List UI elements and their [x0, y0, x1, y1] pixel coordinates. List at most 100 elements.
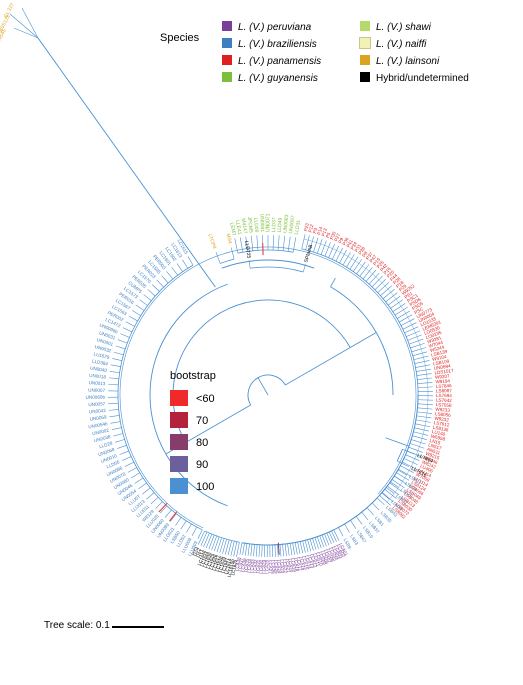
tip-label: LS7642	[436, 398, 452, 404]
tree-branch	[110, 364, 121, 368]
tip-label: LS7694	[436, 393, 452, 398]
tree-branch	[227, 540, 233, 556]
tip-label: LS8087	[436, 388, 452, 393]
tip-label: W9281	[427, 335, 443, 344]
tip-label: LCA34	[246, 558, 252, 573]
tip-label: P8	[361, 250, 369, 258]
tree-branch	[385, 437, 410, 447]
tree-branch	[368, 272, 380, 285]
tip-label: W8242	[421, 459, 437, 470]
tip-label: W7046	[423, 455, 439, 465]
tip-label: P18	[395, 280, 405, 289]
tree-branch	[413, 431, 429, 436]
tree-branch	[37, 37, 216, 288]
tree-branch	[412, 435, 427, 441]
legend-genus: L. (V.)	[238, 22, 268, 33]
tip-label: MS4	[225, 233, 233, 245]
tree-branch	[284, 543, 287, 556]
tree-branch	[257, 377, 269, 396]
tip-label: P5	[325, 231, 332, 238]
tip-label: UN0007	[88, 387, 105, 392]
tree-branch	[108, 377, 119, 380]
tree-branch	[299, 541, 304, 554]
tree-branch	[138, 482, 147, 490]
tip-label: LCA38	[234, 557, 241, 572]
tree-arc	[338, 469, 399, 528]
tip-label: LCA20	[287, 558, 294, 573]
legend-item-peruviana: L. (V.) peruviana	[222, 21, 311, 33]
tree-branch	[230, 541, 235, 556]
tree-branch	[158, 502, 168, 513]
legend-species: panamensis	[267, 56, 322, 67]
tip-label: P34	[350, 241, 359, 251]
tip-label: W6958	[430, 433, 446, 442]
tip-label: M4147	[240, 218, 248, 234]
tree-arc	[237, 249, 294, 254]
tree-branch	[287, 236, 291, 252]
tree-branch	[409, 338, 424, 345]
tree-branch	[417, 407, 433, 410]
tree-branch	[164, 509, 172, 518]
tip-label: LC1620	[230, 559, 238, 576]
tip-label: LTCP8	[206, 233, 217, 250]
bootstrap-item: 90	[170, 456, 208, 472]
tip-label: W7058	[415, 472, 431, 483]
tip-label: AN511	[426, 447, 441, 456]
tip-label: LCA23	[279, 559, 285, 574]
tree-branch	[402, 461, 416, 470]
tree-branch	[115, 345, 126, 350]
legend-species: shawi	[405, 22, 431, 33]
tip-label: LSB21	[408, 474, 423, 485]
tree-branch	[365, 269, 377, 282]
tip-label: UN0054b	[88, 421, 108, 429]
tip-label: Lb7864	[416, 453, 434, 465]
tree-branch	[134, 477, 144, 484]
tree-branch	[390, 299, 403, 309]
tip-label: LC1644	[200, 550, 210, 567]
tree-branch	[328, 243, 335, 258]
tip-label: W9233	[435, 407, 450, 413]
tree-branch	[203, 532, 210, 548]
tip-label: HY3	[191, 546, 199, 556]
tip-label: LCA10	[315, 552, 324, 567]
tree-branch	[151, 284, 160, 292]
tip-label: LSB3	[349, 534, 359, 546]
tree-branch	[274, 544, 276, 557]
tip-label: LU406	[419, 463, 434, 473]
tree-branch	[250, 235, 254, 251]
tree-branch	[324, 242, 331, 257]
tree-arc	[204, 530, 240, 543]
tip-label: MSS123	[0, 14, 12, 34]
tip-label: LN15	[429, 438, 441, 446]
tree-branch	[245, 236, 249, 252]
tree-branch	[384, 488, 397, 499]
tree-branch	[159, 505, 168, 514]
tree-branch	[380, 285, 392, 296]
tree-branch	[386, 487, 395, 494]
tree-branch	[289, 543, 293, 556]
tip-label: LCA35	[243, 558, 250, 573]
tree-branch	[110, 421, 121, 424]
tree-branch	[350, 332, 377, 348]
tree-branch	[175, 517, 182, 526]
tree-branch	[122, 327, 133, 333]
tree-branch	[389, 482, 402, 492]
tree-branch	[147, 289, 156, 297]
tip-label: LCA03	[333, 545, 343, 560]
tip-label: LCA22	[282, 559, 288, 574]
legend-item-hybrid-undetermined: Hybrid/undetermined	[360, 72, 469, 84]
tree-branch	[120, 333, 130, 338]
tip-label: LSB50	[169, 530, 181, 545]
tip-label: LLD52	[176, 533, 187, 548]
legend-item-guyanensis: L. (V.) guyanensis	[222, 72, 318, 84]
tree-branch	[146, 492, 155, 500]
tree-branch	[117, 444, 127, 449]
tree-branch	[191, 526, 198, 536]
tree-branch	[305, 235, 310, 250]
tip-label: LCA02	[336, 543, 347, 558]
tip-label: LC1472	[105, 317, 122, 328]
tip-label: LLD31	[294, 219, 303, 235]
legend-item-braziliensis: L. (V.) braziliensis	[222, 38, 317, 50]
tip-label: UN0038	[93, 434, 111, 443]
tip-label: LLD28	[99, 440, 114, 449]
